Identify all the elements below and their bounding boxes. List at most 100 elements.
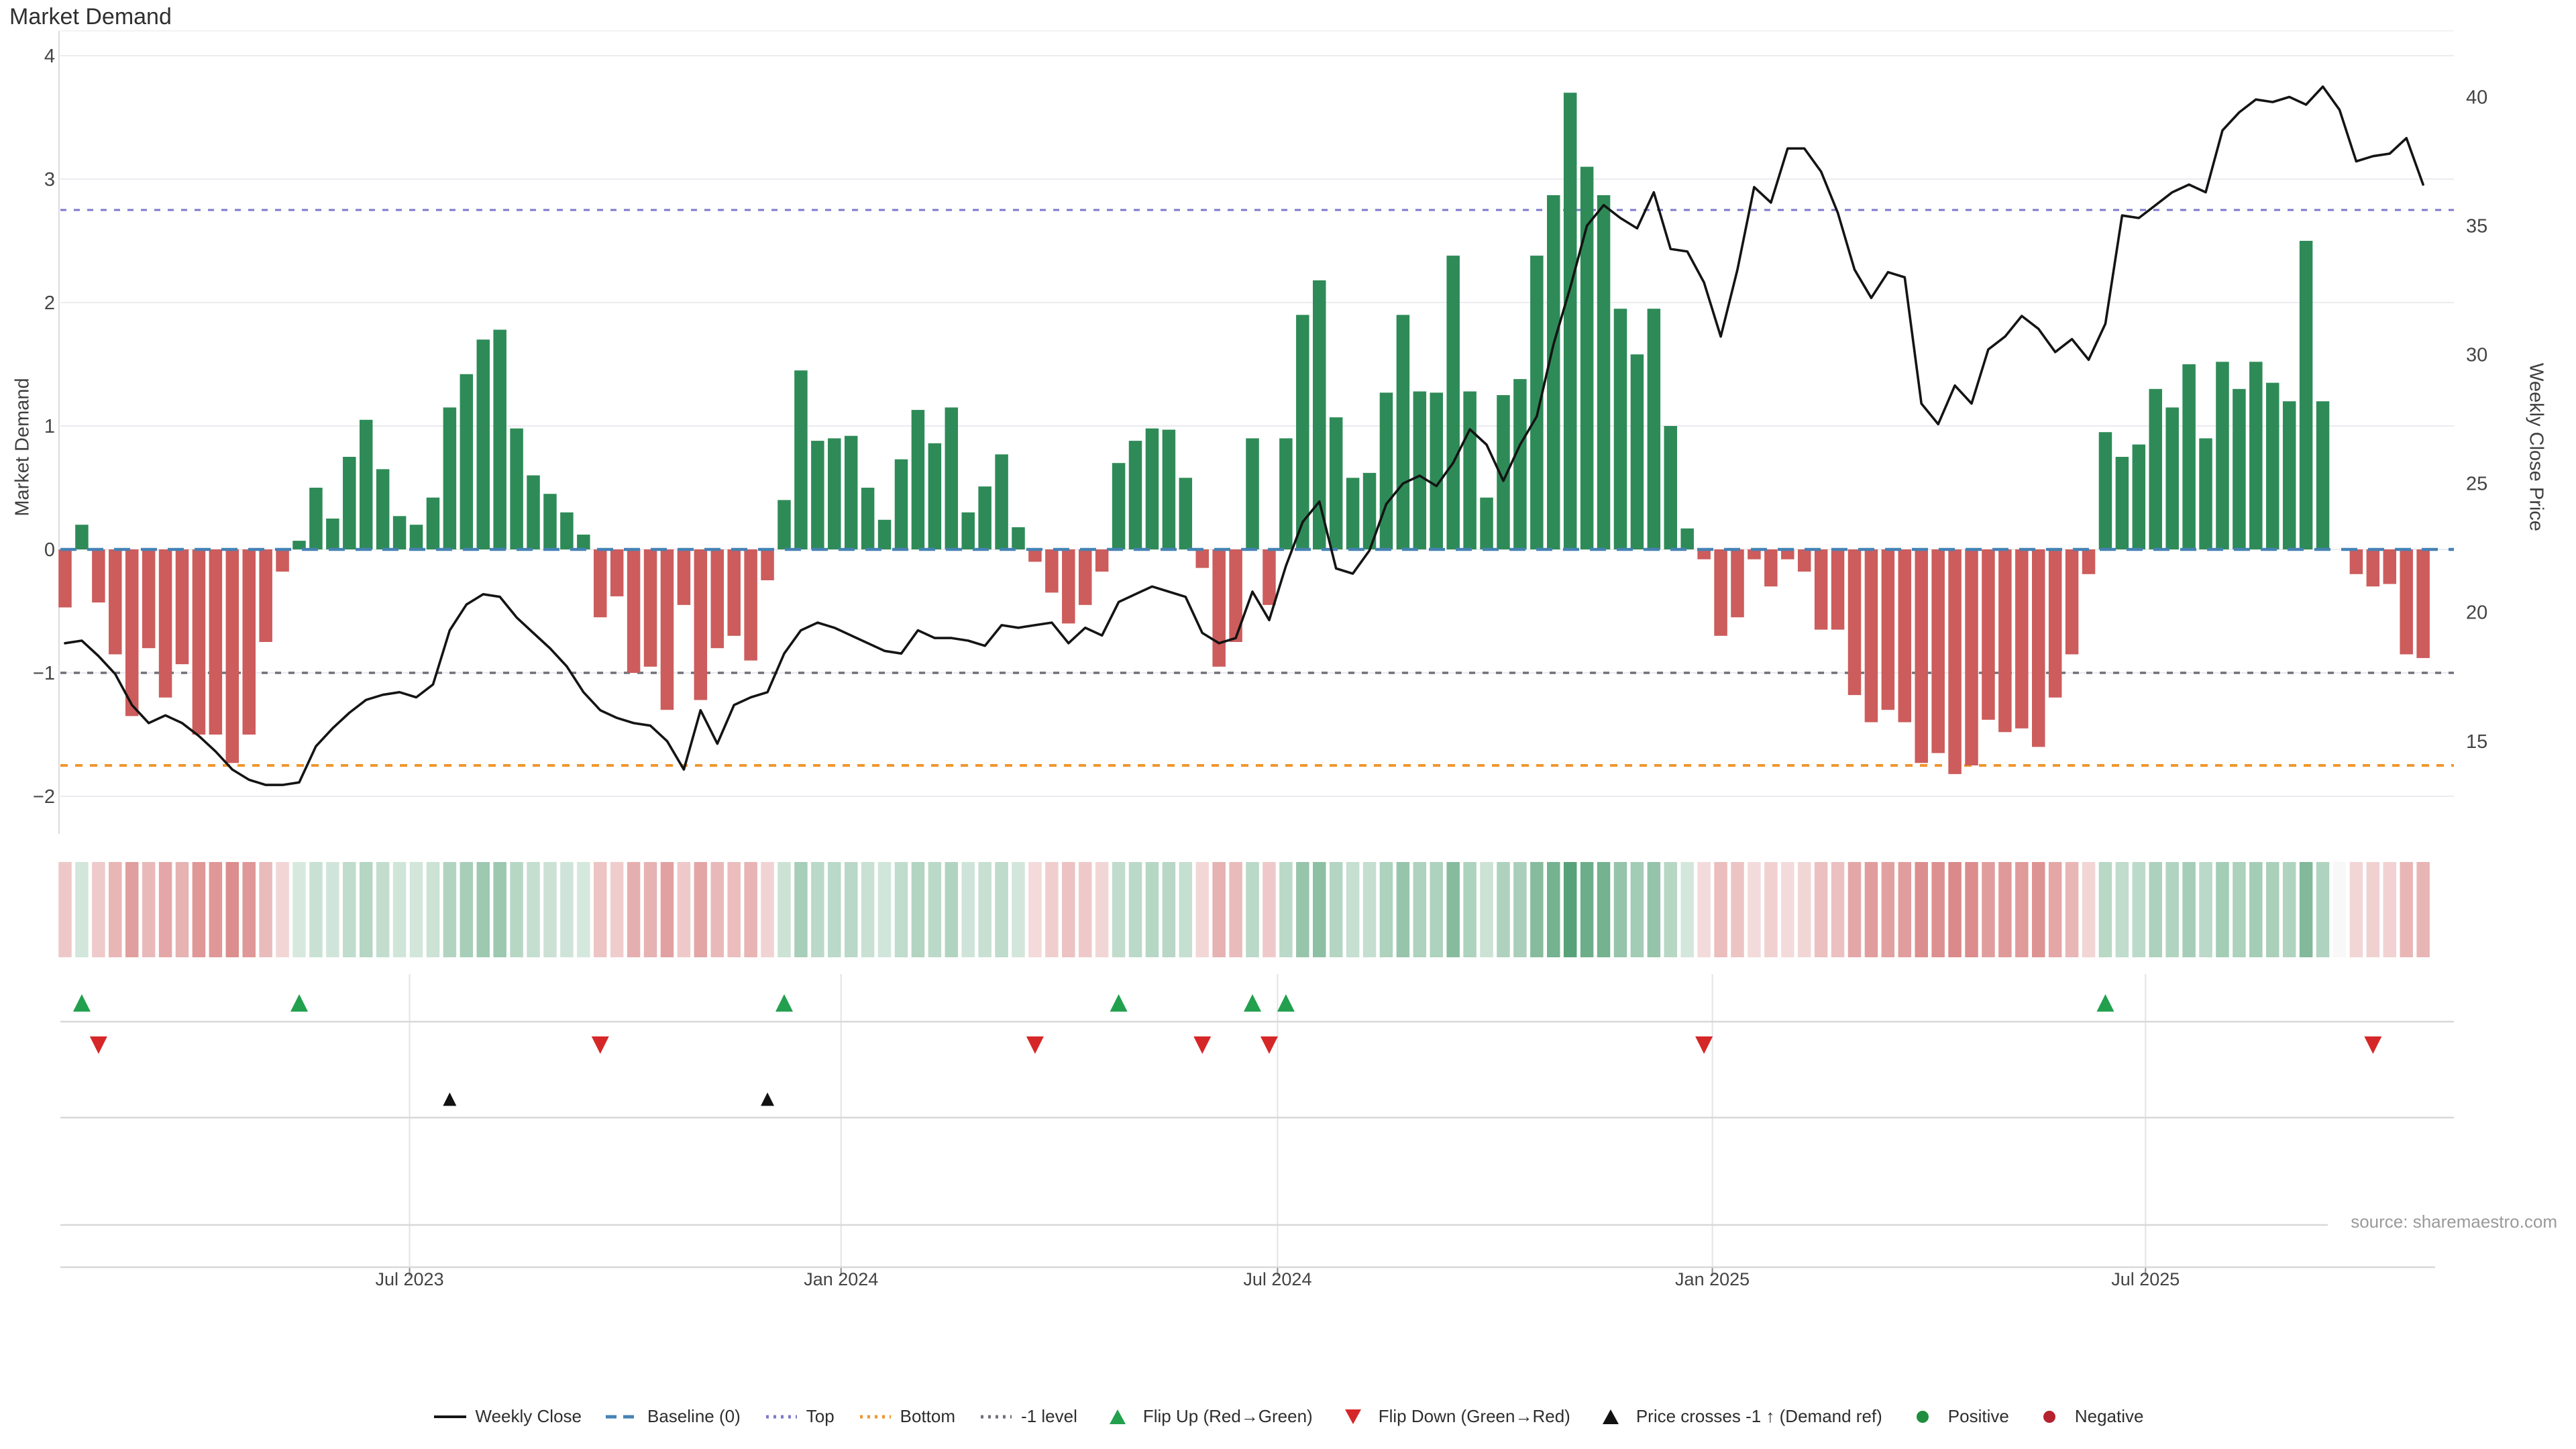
heatmap-cell [1647, 862, 1661, 957]
demand-bar-positive [1296, 315, 1309, 549]
heatmap-cell [175, 862, 189, 957]
demand-bar-negative [2015, 549, 2029, 729]
demand-bar-positive [493, 329, 506, 549]
demand-bar-negative [1847, 549, 1862, 696]
heatmap-cell [1028, 862, 1042, 957]
heatmap-cell [343, 862, 356, 957]
heatmap-cell [643, 862, 657, 957]
demand-bar-positive [794, 370, 808, 549]
heatmap-cell [1982, 862, 1995, 957]
marker-lanes [60, 1020, 2454, 1269]
heatmap-cell [945, 862, 959, 957]
flip-down-marker [89, 1036, 107, 1054]
heatmap-cell [1128, 862, 1142, 957]
demand-bar-positive [309, 488, 323, 549]
heatmap-cell [1580, 862, 1594, 957]
heatmap-cell [376, 862, 390, 957]
demand-bar-positive [1012, 527, 1025, 549]
demand-bar-negative [643, 549, 657, 667]
heatmap-cell [1714, 862, 1727, 957]
heatmap-cell [1413, 862, 1427, 957]
heatmap-cell [1731, 862, 1744, 957]
legend-item-top[interactable]: Top [763, 1406, 835, 1427]
heatmap-cell [2299, 862, 2313, 957]
demand-bar-negative [710, 549, 724, 649]
legend: Weekly Close Baseline (0) Top Bottom -1 leve… [0, 1406, 2576, 1427]
demand-bar-negative [109, 549, 122, 655]
demand-bar-positive [1580, 166, 1594, 550]
heatmap-cell [1179, 862, 1193, 957]
demand-bar-negative [1931, 549, 1945, 753]
demand-bar-positive [961, 512, 975, 549]
demand-bar-positive [945, 407, 959, 549]
demand-bar-positive [343, 457, 356, 549]
heatmap-cell [426, 862, 440, 957]
heatmap-cell [2031, 862, 2045, 957]
heatmap-cell [2098, 862, 2112, 957]
demand-bar-negative [2383, 549, 2397, 584]
heatmap-cell [1547, 862, 1560, 957]
heatmap-cell [1296, 862, 1309, 957]
demand-bar-negative [1898, 549, 1912, 722]
demand-bar-negative [1965, 549, 1978, 765]
heatmap-cell [58, 862, 72, 957]
demand-bar-positive [2149, 388, 2162, 549]
demand-bar-negative [1797, 549, 1811, 572]
demand-bar-negative [1781, 549, 1794, 559]
demand-bar-positive [460, 374, 474, 549]
legend-label: Price crosses -1 ↑ (Demand ref) [1635, 1406, 1882, 1426]
left-axis-tick: 4 [44, 46, 55, 67]
right-axis-tick: 40 [2466, 87, 2487, 108]
legend-label: Baseline (0) [647, 1406, 741, 1426]
heatmap-cell [460, 862, 474, 957]
heatmap-cell [2115, 862, 2129, 957]
demand-bar-negative [1982, 549, 1995, 720]
heatmap-cell [627, 862, 641, 957]
demand-bar-negative [677, 549, 691, 605]
legend-item-weekly-close[interactable]: Weekly Close [433, 1406, 582, 1427]
demand-bar-negative [158, 549, 172, 698]
event-markers [72, 994, 2382, 1106]
legend-item-price-crosses-1-demand-ref[interactable]: Price crosses -1 ↑ (Demand ref) [1593, 1406, 1882, 1427]
demand-bar-positive [1513, 379, 1527, 549]
heatmap-cell [911, 862, 925, 957]
right-axis-tick: 20 [2466, 602, 2487, 624]
legend-item-1-level[interactable]: -1 level [978, 1406, 1077, 1427]
demand-heatmap-strip [58, 862, 2430, 957]
legend-item-baseline-0[interactable]: Baseline (0) [604, 1406, 741, 1427]
heatmap-cell [326, 862, 339, 957]
heatmap-cell [359, 862, 373, 957]
demand-bar-negative [1714, 549, 1727, 636]
dot-swatch-icon [1916, 1410, 1929, 1423]
x-axis-tick: Jul 2023 [376, 1269, 444, 1289]
legend-item-positive[interactable]: Positive [1905, 1406, 2009, 1427]
demand-bar-positive [292, 541, 306, 549]
demand-bar-negative [259, 549, 272, 642]
legend-item-bottom[interactable]: Bottom [857, 1406, 955, 1427]
demand-bar-negative [1764, 549, 1778, 587]
demand-bar-positive [510, 428, 523, 549]
demand-bar-negative [1915, 549, 1928, 763]
demand-bar-positive [1597, 195, 1611, 549]
demand-bar-positive [2282, 401, 2296, 549]
demand-bar-positive [1430, 392, 1444, 549]
demand-bar-negative [276, 549, 289, 572]
demand-bar-positive [1480, 497, 1493, 549]
chart-canvas[interactable]: 4 3 2 1 0 −1 −2 40 35 30 25 20 15 Jul 2023 Jan 2024 Jul… [0, 0, 2576, 1382]
legend-item-negative[interactable]: Negative [2032, 1406, 2143, 1427]
demand-bar-positive [2115, 457, 2129, 549]
heatmap-cell [1915, 862, 1928, 957]
heatmap-cell [1279, 862, 1293, 957]
flip-down-marker [1260, 1036, 1278, 1054]
heatmap-cell [192, 862, 206, 957]
demand-bar-negative [1697, 549, 1711, 559]
legend-item-flip-up-red-green[interactable]: Flip Up (Red→Green) [1100, 1406, 1313, 1427]
demand-bar-positive [560, 512, 574, 549]
demand-bar-positive [861, 488, 875, 549]
heatmap-cell [1078, 862, 1092, 957]
heatmap-cell [125, 862, 139, 957]
legend-item-flip-down-green-red[interactable]: Flip Down (Green→Red) [1336, 1406, 1570, 1427]
demand-bar-positive [1563, 93, 1577, 549]
demand-bar-positive [877, 519, 892, 549]
demand-bar-negative [142, 549, 156, 649]
